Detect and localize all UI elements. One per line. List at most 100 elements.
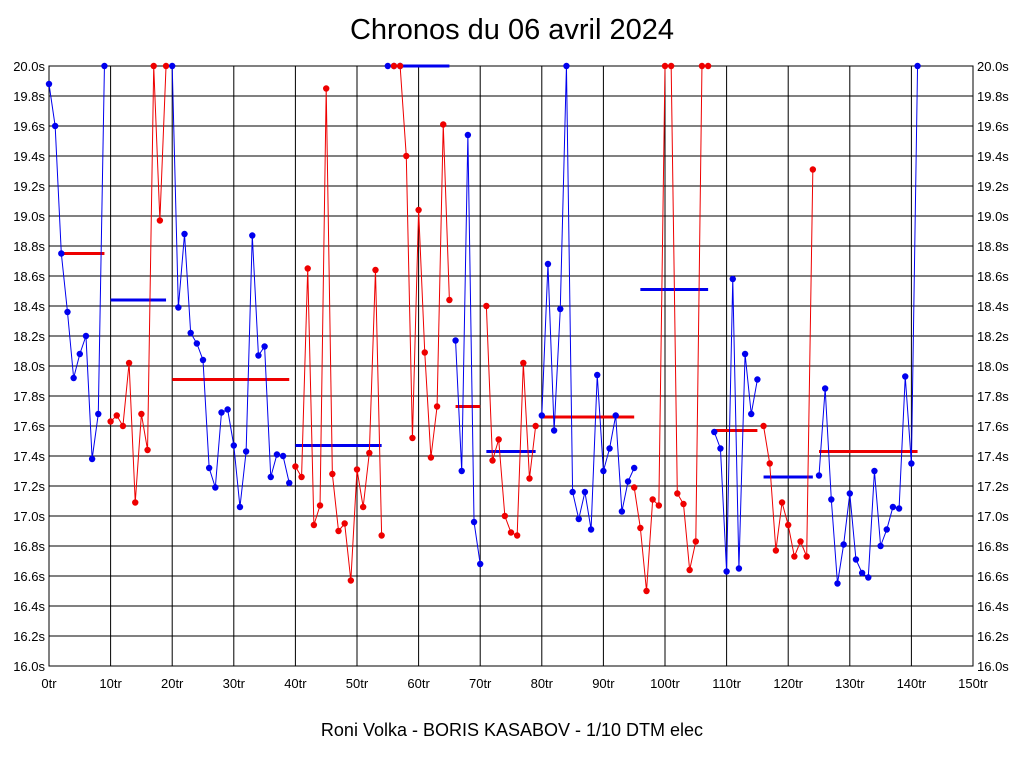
series-2-point-13 [249,232,256,239]
y-tick-label-left-0: 16.0s [13,659,45,674]
series-12-point-1 [821,385,829,392]
y-tick-label-right-10: 18.0s [977,359,1009,374]
series-2-point-15 [261,343,268,350]
series-11-point-3 [778,499,786,506]
series-12-point-15 [908,460,915,467]
series-5-point-1 [396,62,404,70]
series-0-point-2 [58,250,65,257]
series-7-point-6 [520,359,527,367]
series-7-point-7 [526,475,533,482]
series-3-point-4 [316,502,324,509]
series-3-point-8 [341,520,348,527]
series-7-point-5 [513,532,521,539]
y-tick-label-left-15: 19.0s [13,209,45,224]
series-1-point-0 [107,418,114,425]
series-6-point-4 [477,560,484,568]
series-5-point-4 [415,206,422,214]
series-11-point-6 [797,538,804,545]
series-10-point-3 [729,275,736,283]
series-6-point-3 [470,518,478,526]
x-tick-label-2: 20tr [161,676,184,691]
series-2-point-11 [236,503,244,511]
series-12-point-10 [877,542,884,550]
series-2-point-10 [230,442,237,449]
series-10-point-6 [748,410,755,418]
series-6-point-0 [452,337,459,344]
y-tick-label-left-20: 20.0s [13,59,45,74]
series-0-point-1 [51,122,59,130]
series-line-7 [485,305,537,537]
x-tick-label-6: 60tr [407,676,430,691]
y-tick-label-left-13: 18.6s [13,269,45,284]
series-12-point-6 [852,556,860,563]
series-2-point-3 [187,329,194,337]
series-11-point-8 [809,166,817,173]
series-0-point-4 [70,374,77,382]
y-tick-label-right-12: 18.4s [977,299,1009,314]
series-3-point-5 [323,85,330,92]
series-0-point-8 [95,410,102,418]
chart-title: Chronos du 06 avril 2024 [349,14,675,46]
series-1-point-4 [132,499,139,506]
series-9-point-0 [631,484,638,491]
y-tick-label-left-1: 16.2s [13,629,45,644]
series-10-point-7 [754,376,761,383]
series-2-point-18 [279,452,287,460]
series-3-point-12 [366,449,373,457]
series-2-point-19 [286,479,293,487]
series-2-point-4 [193,340,201,347]
series-8-point-13 [618,508,626,515]
series-7-point-8 [532,422,539,430]
y-tick-label-left-3: 16.6s [13,569,45,584]
series-5-point-9 [446,296,453,304]
y-tick-label-right-16: 19.2s [977,179,1009,194]
series-8-point-12 [612,412,619,419]
series-3-point-14 [378,532,385,539]
y-tick-label-right-8: 17.6s [977,419,1009,434]
series-8-point-15 [631,464,638,472]
series-5-point-5 [421,349,428,356]
grid [48,65,974,667]
y-tick-label-right-11: 18.2s [977,329,1009,344]
series-7-point-2 [495,436,502,443]
series-11-point-1 [766,460,773,467]
series-2-point-7 [212,484,219,491]
series-1-point-2 [119,422,127,430]
series-2-point-2 [181,230,188,238]
y-tick-label-left-5: 17.0s [13,509,45,524]
x-tick-label-14: 140tr [897,676,927,691]
x-tick-label-1: 10tr [99,676,122,691]
series-3-point-0 [292,463,299,470]
series-12-point-8 [865,574,872,581]
y-tick-label-left-12: 18.4s [13,299,45,314]
x-tick-label-7: 70tr [469,676,492,691]
series-12-point-2 [828,496,835,503]
series-2-point-8 [218,409,225,416]
series-line-10 [713,278,758,572]
x-tick-label-4: 40tr [284,676,307,691]
series-12-point-14 [902,373,909,380]
series-9-point-11 [698,62,706,70]
series-7-point-4 [507,529,515,536]
x-tick-label-8: 80tr [531,676,554,691]
series-5-point-8 [440,121,447,128]
y-tick-label-left-2: 16.4s [13,599,45,614]
series-3-point-13 [372,266,379,274]
series-8-point-8 [587,526,595,533]
y-tick-label-right-3: 16.6s [977,569,1009,584]
y-tick-label-right-5: 17.0s [977,509,1009,524]
series-1-point-6 [144,446,151,454]
x-tick-label-15: 150tr [958,676,988,691]
y-tick-label-left-19: 19.8s [13,89,45,104]
series-8-point-3 [557,305,564,313]
series-0-point-6 [82,332,90,340]
series-9-point-10 [692,538,699,545]
y-tick-label-right-19: 19.8s [977,89,1009,104]
y-tick-label-right-18: 19.6s [977,119,1009,134]
series-11-point-7 [803,553,810,560]
series-12-point-12 [889,503,897,511]
series-9-point-7 [674,490,681,497]
series-1-point-1 [113,412,120,419]
series-5-point-6 [427,454,435,461]
series-2-point-17 [273,451,281,458]
